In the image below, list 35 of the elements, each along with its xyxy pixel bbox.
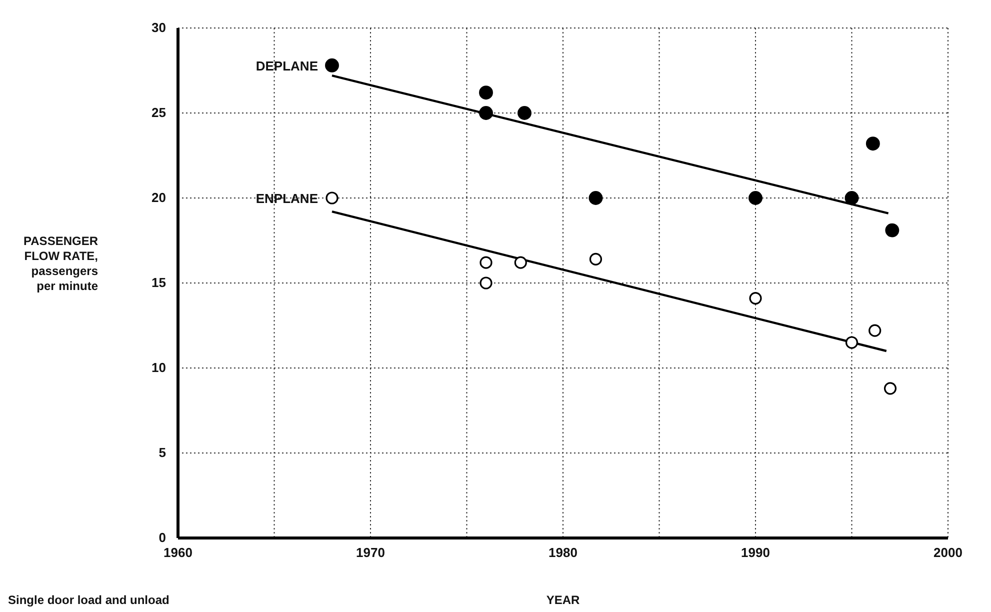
point xyxy=(748,191,762,205)
x-axis-title: YEAR xyxy=(546,593,580,607)
point xyxy=(325,58,339,72)
y-tick-label: 0 xyxy=(158,530,166,546)
point xyxy=(885,223,900,238)
point xyxy=(480,276,492,290)
point xyxy=(868,324,882,337)
y-axis-title: PASSENGER FLOW RATE, passengers per minute xyxy=(24,234,98,293)
point xyxy=(480,256,492,269)
text: Single door load and unload xyxy=(8,593,170,607)
y-tick-label: 30 xyxy=(152,20,166,36)
series-label: ENPLANE xyxy=(256,191,318,206)
y-tick-label: 25 xyxy=(152,105,166,120)
y-tick-label: 10 xyxy=(152,360,166,376)
x-tick-label: 2000 xyxy=(934,545,962,560)
point xyxy=(518,106,532,120)
point xyxy=(479,106,493,120)
x-tick-label: 1980 xyxy=(548,545,578,560)
point xyxy=(514,256,527,269)
point xyxy=(845,336,858,349)
point xyxy=(884,382,897,395)
point xyxy=(589,252,602,266)
point xyxy=(588,191,603,205)
x-tick-label: 1970 xyxy=(356,545,385,560)
point xyxy=(479,86,493,100)
y-tick-label: 20 xyxy=(152,190,166,206)
x-tick-label: 1960 xyxy=(164,545,192,560)
point xyxy=(326,192,338,204)
x-tick-label: 1990 xyxy=(741,545,770,560)
y-tick-label: 5 xyxy=(158,445,166,460)
point xyxy=(749,292,762,305)
series-label: DEPLANE xyxy=(256,58,318,74)
y-tick-label: 15 xyxy=(152,275,166,290)
point xyxy=(844,191,859,205)
point xyxy=(866,136,880,151)
